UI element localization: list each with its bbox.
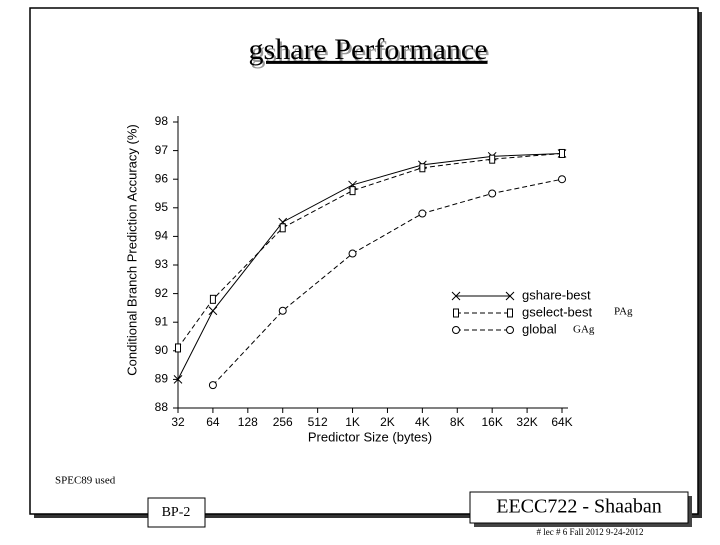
plot: 88 89 90 91 92 93 94 95 96 97 98 32 64 128 256 512 1K 2K 4… — [155, 114, 593, 429]
legend-marker — [506, 326, 514, 334]
data-point — [419, 163, 426, 173]
footer: # lec # 6 Fall 2012 9-24-2012 — [537, 527, 644, 537]
x-tick-label: 64K — [551, 415, 572, 429]
legend-label: gshare-best — [522, 287, 591, 302]
x-tick-label: 512 — [308, 415, 328, 429]
data-point — [278, 306, 287, 315]
data-point — [208, 381, 217, 390]
annotation: PAg — [614, 306, 633, 318]
y-tick-label: 98 — [155, 114, 169, 128]
legend-marker — [451, 291, 461, 301]
data-point — [488, 189, 497, 198]
y-tick-label: 95 — [155, 200, 169, 214]
x-tick-label: 8K — [450, 415, 465, 429]
data-point — [279, 223, 286, 233]
annotation: GAg — [573, 324, 595, 336]
x-tick-label: 1K — [345, 415, 360, 429]
y-tick-label: 92 — [155, 286, 169, 300]
data-point — [208, 306, 218, 316]
slide-label: BP-2 — [162, 505, 191, 520]
y-tick-label: 90 — [155, 343, 169, 357]
x-tick-label: 128 — [238, 415, 258, 429]
data-point — [418, 209, 427, 218]
y-axis-label: Conditional Branch Prediction Accuracy (… — [124, 124, 139, 375]
data-point — [489, 154, 496, 164]
frame — [29, 7, 699, 515]
y-tick-label: 96 — [155, 171, 169, 185]
title-shadow: gshare Performance — [250, 36, 489, 69]
x-tick-label: 32 — [171, 415, 185, 429]
x-tick-label: 4K — [415, 415, 430, 429]
x-tick-label: 64 — [206, 415, 220, 429]
data-point — [173, 375, 183, 384]
x-tick-label: 32K — [516, 415, 537, 429]
data-point — [349, 186, 356, 196]
legend-label: gselect-best — [522, 304, 592, 319]
y-tick-label: 93 — [155, 257, 169, 271]
course-box — [469, 491, 689, 524]
slide-label-box — [147, 497, 206, 528]
legend-marker — [505, 291, 515, 301]
data-point — [175, 343, 181, 353]
x-tick-label: 16K — [482, 415, 503, 429]
note: SPEC89 used — [55, 475, 116, 487]
y-tick-label: 91 — [155, 314, 169, 328]
legend-label: global — [522, 321, 557, 336]
series-line — [212, 178, 563, 386]
course: EECC722 - Shaaban — [496, 496, 662, 518]
legend-marker — [453, 308, 459, 318]
data-point — [558, 175, 566, 184]
x-tick-label: 256 — [273, 415, 293, 429]
data-point — [348, 249, 357, 258]
legend-marker — [452, 326, 460, 334]
y-tick-label: 94 — [155, 229, 169, 243]
y-tick-label: 97 — [155, 143, 169, 157]
data-point — [559, 148, 565, 158]
y-tick-label: 88 — [155, 400, 169, 414]
x-axis-label: Predictor Size (bytes) — [308, 429, 432, 444]
data-point — [209, 294, 216, 304]
y-tick-label: 89 — [155, 372, 169, 386]
chart-title: gshare Performance — [248, 33, 487, 66]
x-tick-label: 2K — [380, 415, 395, 429]
legend-marker — [507, 308, 513, 318]
